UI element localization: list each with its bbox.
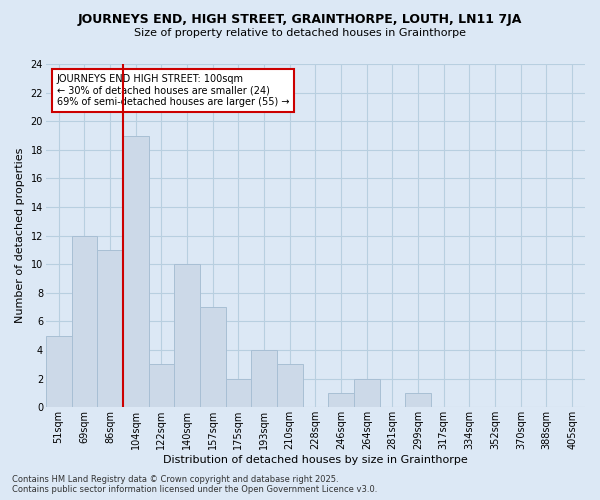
Bar: [251, 350, 277, 408]
X-axis label: Distribution of detached houses by size in Grainthorpe: Distribution of detached houses by size …: [163, 455, 468, 465]
Text: Size of property relative to detached houses in Grainthorpe: Size of property relative to detached ho…: [134, 28, 466, 38]
Bar: [226, 378, 251, 408]
Bar: [149, 364, 174, 408]
Bar: [277, 364, 302, 408]
Bar: [46, 336, 71, 407]
Bar: [405, 393, 431, 407]
Bar: [97, 250, 123, 408]
Y-axis label: Number of detached properties: Number of detached properties: [15, 148, 25, 324]
Text: JOURNEYS END HIGH STREET: 100sqm
← 30% of detached houses are smaller (24)
69% o: JOURNEYS END HIGH STREET: 100sqm ← 30% o…: [56, 74, 289, 108]
Text: JOURNEYS END, HIGH STREET, GRAINTHORPE, LOUTH, LN11 7JA: JOURNEYS END, HIGH STREET, GRAINTHORPE, …: [78, 12, 522, 26]
Bar: [354, 378, 380, 408]
Bar: [200, 307, 226, 408]
Text: Contains HM Land Registry data © Crown copyright and database right 2025.
Contai: Contains HM Land Registry data © Crown c…: [12, 474, 377, 494]
Bar: [71, 236, 97, 408]
Bar: [123, 136, 149, 407]
Bar: [328, 393, 354, 407]
Bar: [174, 264, 200, 408]
